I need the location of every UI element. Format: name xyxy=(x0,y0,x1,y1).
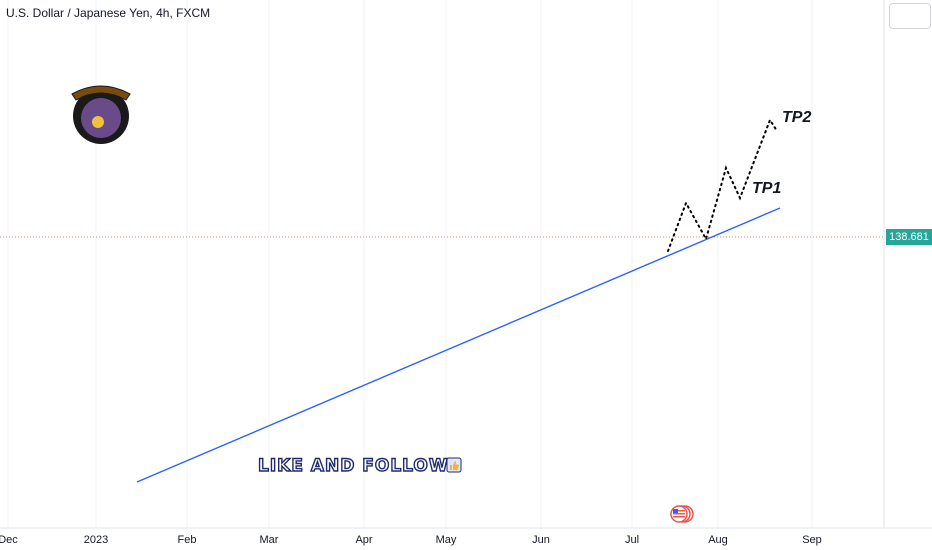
time-axis[interactable]: Dec 2023 Feb Mar Apr May Jun Jul Aug Sep xyxy=(0,534,822,546)
tp2-label: TP2 xyxy=(782,109,811,126)
time-tick-label: Apr xyxy=(355,534,372,546)
us-flag-icon xyxy=(670,505,694,523)
traders-logo xyxy=(71,85,131,144)
time-tick-label: Aug xyxy=(708,534,728,546)
chart-grid xyxy=(7,0,813,528)
toolbar-button[interactable] xyxy=(889,3,931,29)
time-tick-label: Feb xyxy=(178,534,197,546)
thumbs-up-icon xyxy=(446,457,462,473)
time-tick-label: May xyxy=(436,534,457,546)
like-and-follow-banner: LIKE AND FOLLOW xyxy=(257,455,449,476)
current-price-badge: 138.681 xyxy=(886,229,932,245)
projection-path xyxy=(667,117,778,252)
time-tick-label: Jun xyxy=(532,534,550,546)
trendline[interactable] xyxy=(136,207,781,483)
time-tick-label: Dec xyxy=(0,534,18,546)
tp1-label: TP1 xyxy=(752,180,781,197)
chart-title: U.S. Dollar / Japanese Yen, 4h, FXCM xyxy=(6,6,211,20)
time-tick-label: Sep xyxy=(802,534,822,546)
time-tick-label: Mar xyxy=(260,534,279,546)
time-tick-label: Jul xyxy=(625,534,639,546)
time-tick-label: 2023 xyxy=(84,534,108,546)
